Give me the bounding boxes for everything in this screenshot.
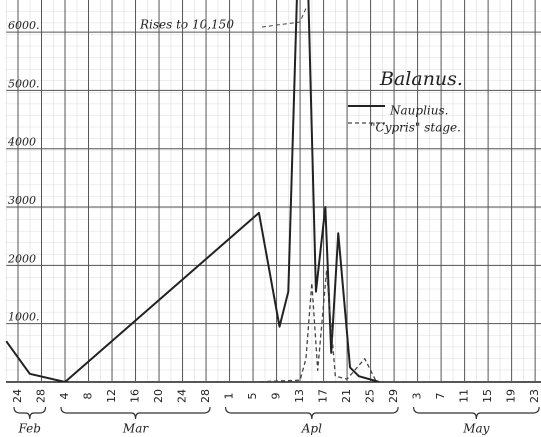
month-label: May bbox=[462, 422, 489, 436]
x-tick-label: 29 bbox=[387, 389, 400, 403]
annotation: Rises to 10,150 bbox=[139, 18, 234, 32]
x-tick-label: 12 bbox=[105, 389, 118, 403]
x-tick-label: 11 bbox=[458, 389, 471, 403]
month-label: Mar bbox=[122, 422, 149, 436]
month-brace bbox=[412, 406, 540, 420]
x-tick-label: 1 bbox=[223, 393, 236, 400]
x-tick-label: 7 bbox=[434, 393, 447, 400]
month-label: Apl bbox=[301, 422, 322, 436]
y-tick-label: 5000. bbox=[8, 77, 40, 90]
legend-label: Nauplius. bbox=[389, 104, 448, 118]
x-tick-label: 5 bbox=[246, 393, 259, 400]
x-tick-label: 13 bbox=[293, 389, 306, 403]
x-tick-label: 24 bbox=[11, 389, 24, 403]
minor-grid bbox=[6, 0, 541, 382]
legend-label: "Cypris" stage. bbox=[370, 121, 461, 135]
x-tick-label: 25 bbox=[364, 389, 377, 403]
month-brace bbox=[224, 406, 399, 420]
y-tick-label: 6000. bbox=[8, 19, 40, 32]
month-label: Feb bbox=[18, 422, 41, 436]
x-tick-label: 4 bbox=[58, 393, 71, 400]
y-tick-label: 4000 bbox=[7, 136, 36, 149]
chart-title: Balanus. bbox=[379, 68, 463, 90]
y-tick-label: 3000 bbox=[8, 194, 36, 207]
x-tick-label: 16 bbox=[129, 389, 142, 403]
month-brace bbox=[60, 406, 211, 420]
x-tick-label: 19 bbox=[505, 389, 518, 403]
x-tick-label: 23 bbox=[528, 389, 541, 403]
series-line bbox=[5, 0, 380, 382]
series-line bbox=[253, 270, 430, 382]
x-tick-label: 15 bbox=[481, 389, 494, 403]
y-tick-label: 1000. bbox=[8, 311, 40, 324]
x-tick-label: 28 bbox=[35, 389, 48, 403]
x-tick-label: 17 bbox=[317, 389, 330, 403]
x-tick-label: 3 bbox=[411, 393, 424, 400]
x-tick-label: 24 bbox=[176, 389, 189, 403]
x-tick-label: 9 bbox=[270, 393, 283, 400]
x-tick-label: 20 bbox=[152, 389, 165, 403]
x-tick-label: 21 bbox=[340, 389, 353, 403]
x-tick-label: 28 bbox=[199, 389, 212, 403]
y-tick-label: 2000 bbox=[7, 252, 36, 265]
month-brace bbox=[13, 406, 47, 420]
x-tick-label: 8 bbox=[82, 393, 95, 400]
